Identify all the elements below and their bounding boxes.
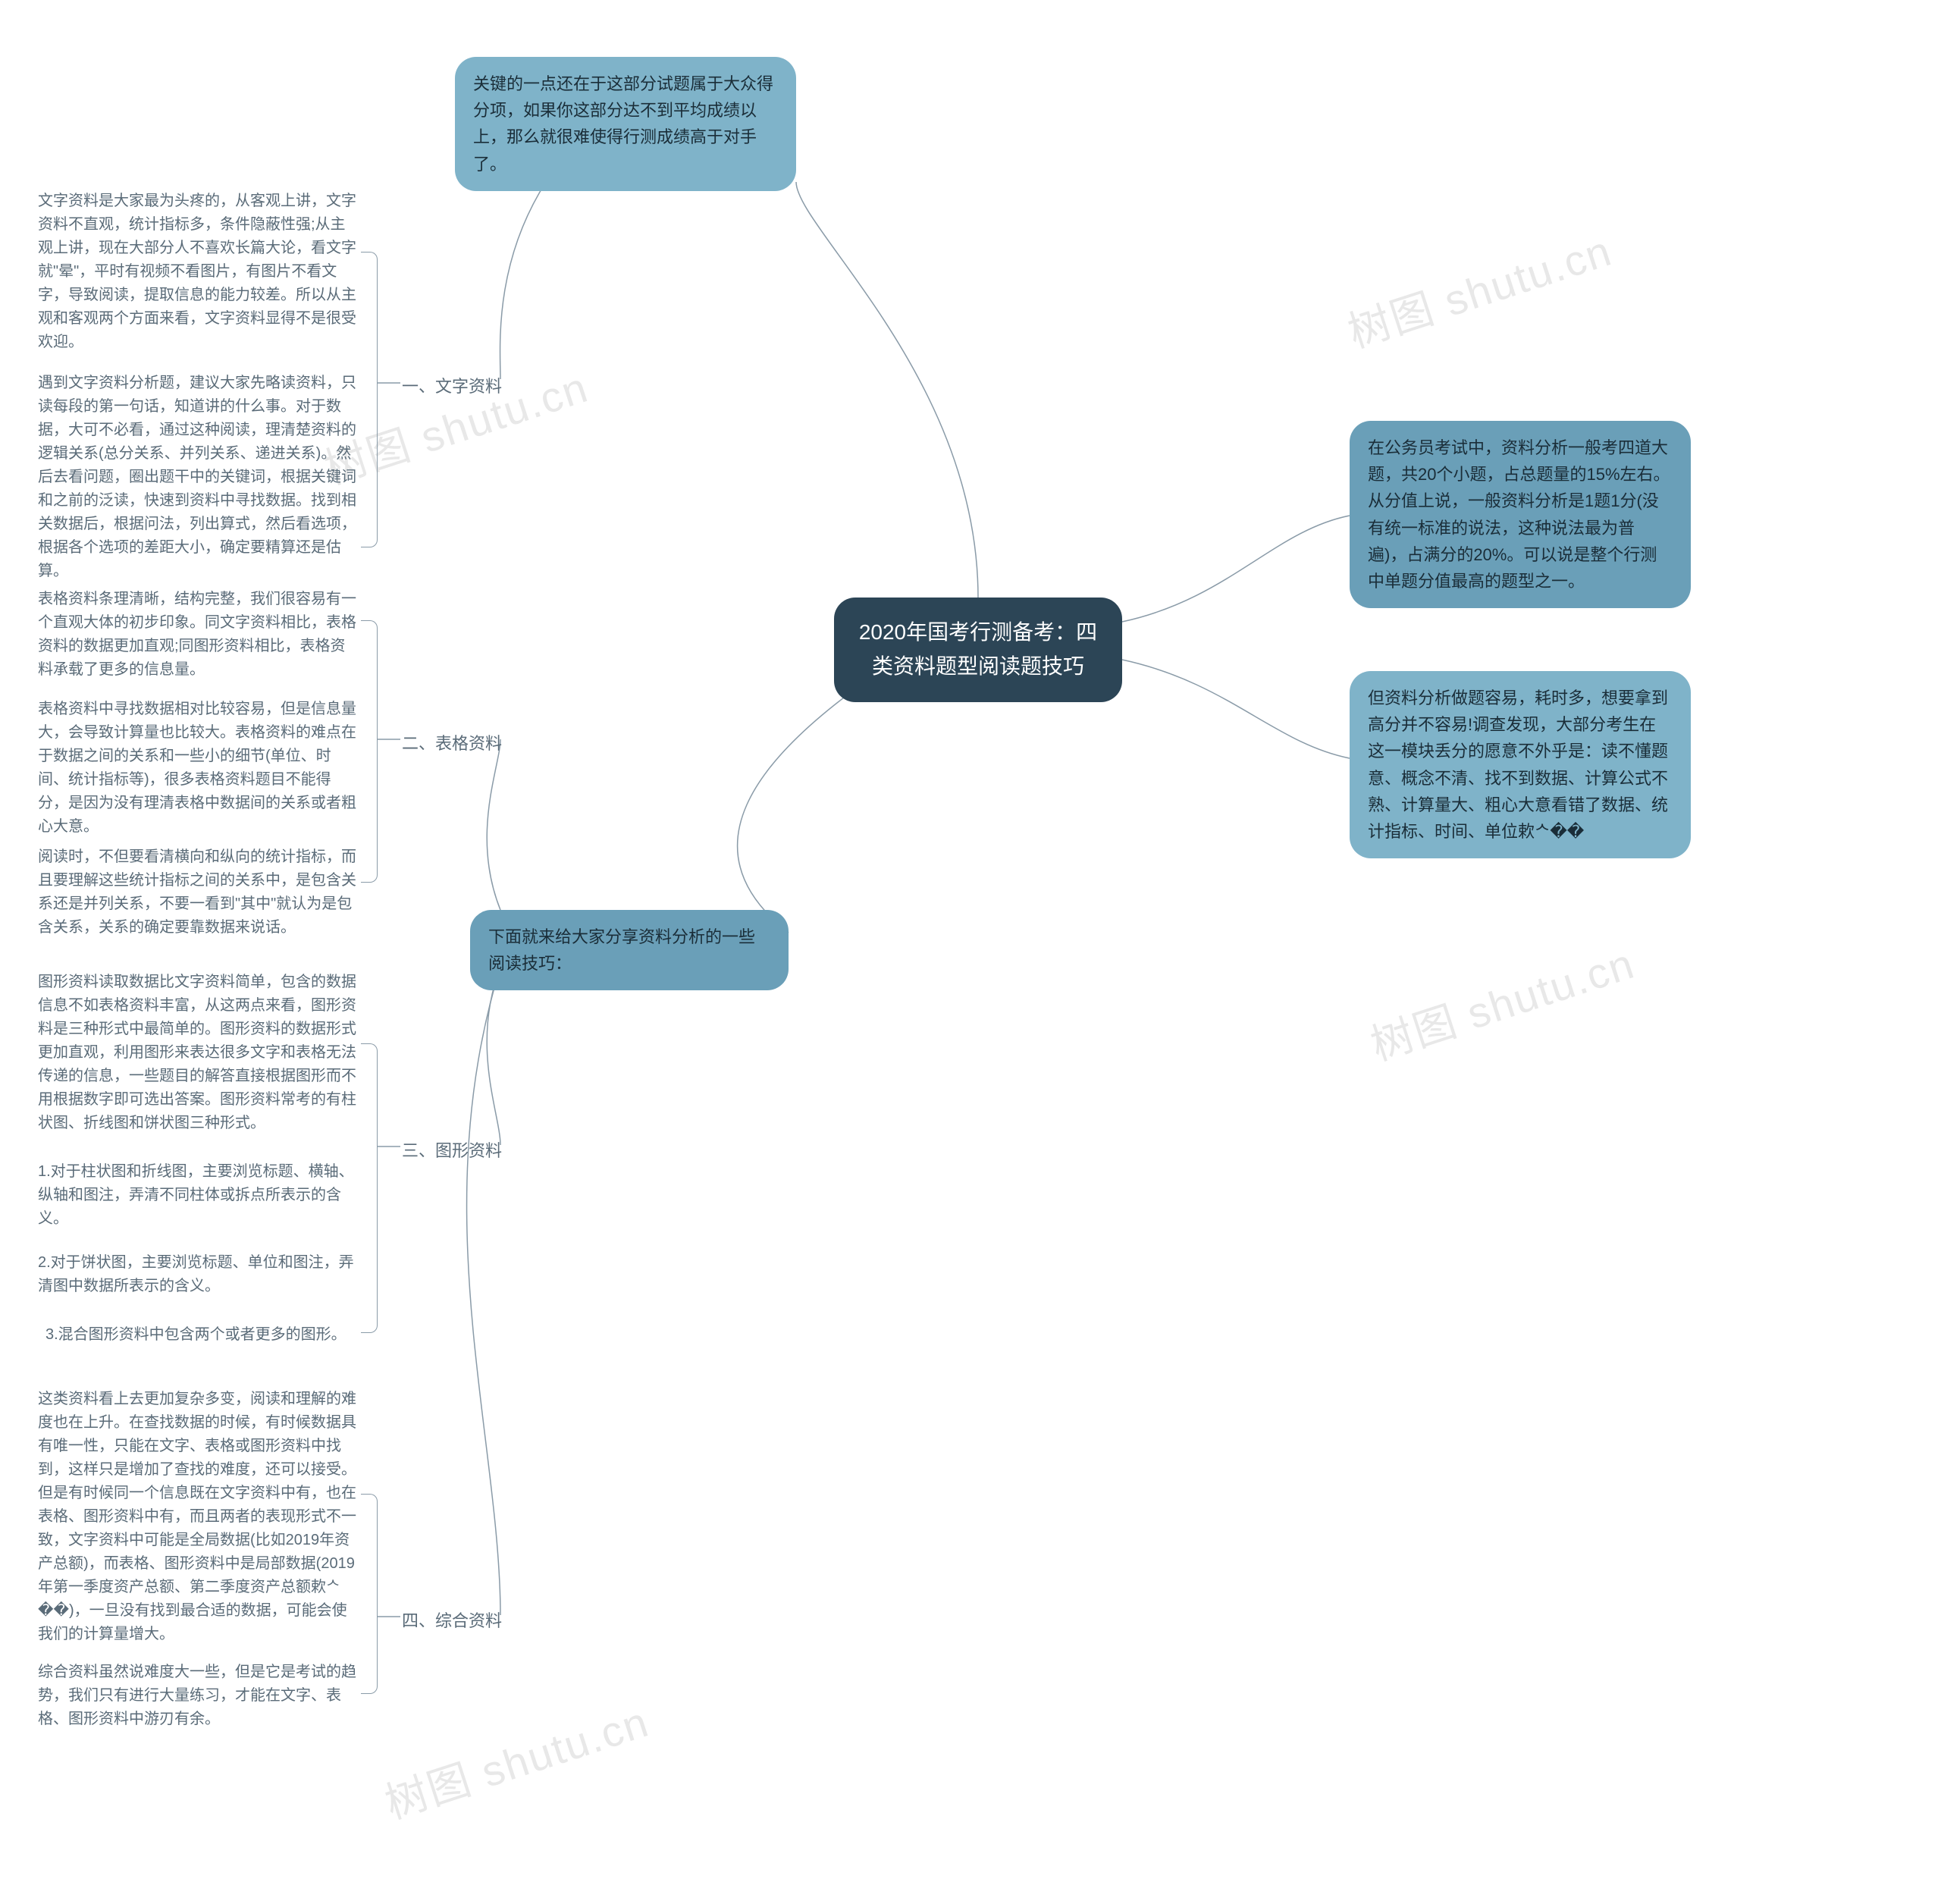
leaf-3-4: 3.混合图形资料中包含两个或者更多的图形。 (45, 1323, 364, 1347)
section-label-1: 一、文字资料 (402, 373, 502, 397)
bracket-3 (361, 1043, 378, 1333)
leaf-2-1: 表格资料条理清晰，结构完整，我们很容易有一个直观大体的初步印象。同文字资料相比，… (38, 588, 356, 682)
share-node: 下面就来给大家分享资料分析的一些阅读技巧： (470, 910, 789, 990)
bracket-2 (361, 620, 378, 883)
leaf-1-2: 遇到文字资料分析题，建议大家先略读资料，只读每段的第一句话，知道讲的什么事。对于… (38, 372, 356, 583)
leaf-4-2: 综合资料虽然说难度大一些，但是它是考试的趋势，我们只有进行大量练习，才能在文字、… (38, 1661, 356, 1731)
leaf-3-2: 1.对于柱状图和折线图，主要浏览标题、横轴、纵轴和图注，弄清不同柱体或拆点所表示… (38, 1160, 356, 1231)
watermark: 树图 shutu.cn (376, 1688, 656, 1831)
section-label-3: 三、图形资料 (402, 1137, 502, 1162)
center-node: 2020年国考行测备考：四 类资料题型阅读题技巧 (834, 598, 1122, 702)
right-node-2: 但资料分析做题容易，耗时多，想要拿到高分并不容易!调查发现，大部分考生在这一模块… (1350, 671, 1691, 858)
bracket-1 (361, 252, 378, 547)
bracket-4 (361, 1494, 378, 1694)
top-node: 关键的一点还在于这部分试题属于大众得分项，如果你这部分达不到平均成绩以上，那么就… (455, 57, 796, 191)
leaf-4-1: 这类资料看上去更加复杂多变，阅读和理解的难度也在上升。在查找数据的时候，有时候数… (38, 1388, 356, 1646)
section-label-2: 二、表格资料 (402, 730, 502, 754)
leaf-3-3: 2.对于饼状图，主要浏览标题、单位和图注，弄清图中数据所表示的含义。 (38, 1251, 356, 1298)
watermark: 树图 shutu.cn (1339, 217, 1619, 360)
watermark: 树图 shutu.cn (1362, 930, 1642, 1073)
right-node-1: 在公务员考试中，资料分析一般考四道大题，共20个小题，占总题量的15%左右。从分… (1350, 421, 1691, 608)
leaf-2-2: 表格资料中寻找数据相对比较容易，但是信息量大，会导致计算量也比较大。表格资料的难… (38, 698, 356, 839)
leaf-3-1: 图形资料读取数据比文字资料简单，包含的数据信息不如表格资料丰富，从这两点来看，图… (38, 971, 356, 1135)
section-label-4: 四、综合资料 (402, 1608, 502, 1632)
leaf-1-1: 文字资料是大家最为头疼的，从客观上讲，文字资料不直观，统计指标多，条件隐蔽性强;… (38, 190, 356, 354)
leaf-2-3: 阅读时，不但要看清横向和纵向的统计指标，而且要理解这些统计指标之间的关系中，是包… (38, 845, 356, 939)
